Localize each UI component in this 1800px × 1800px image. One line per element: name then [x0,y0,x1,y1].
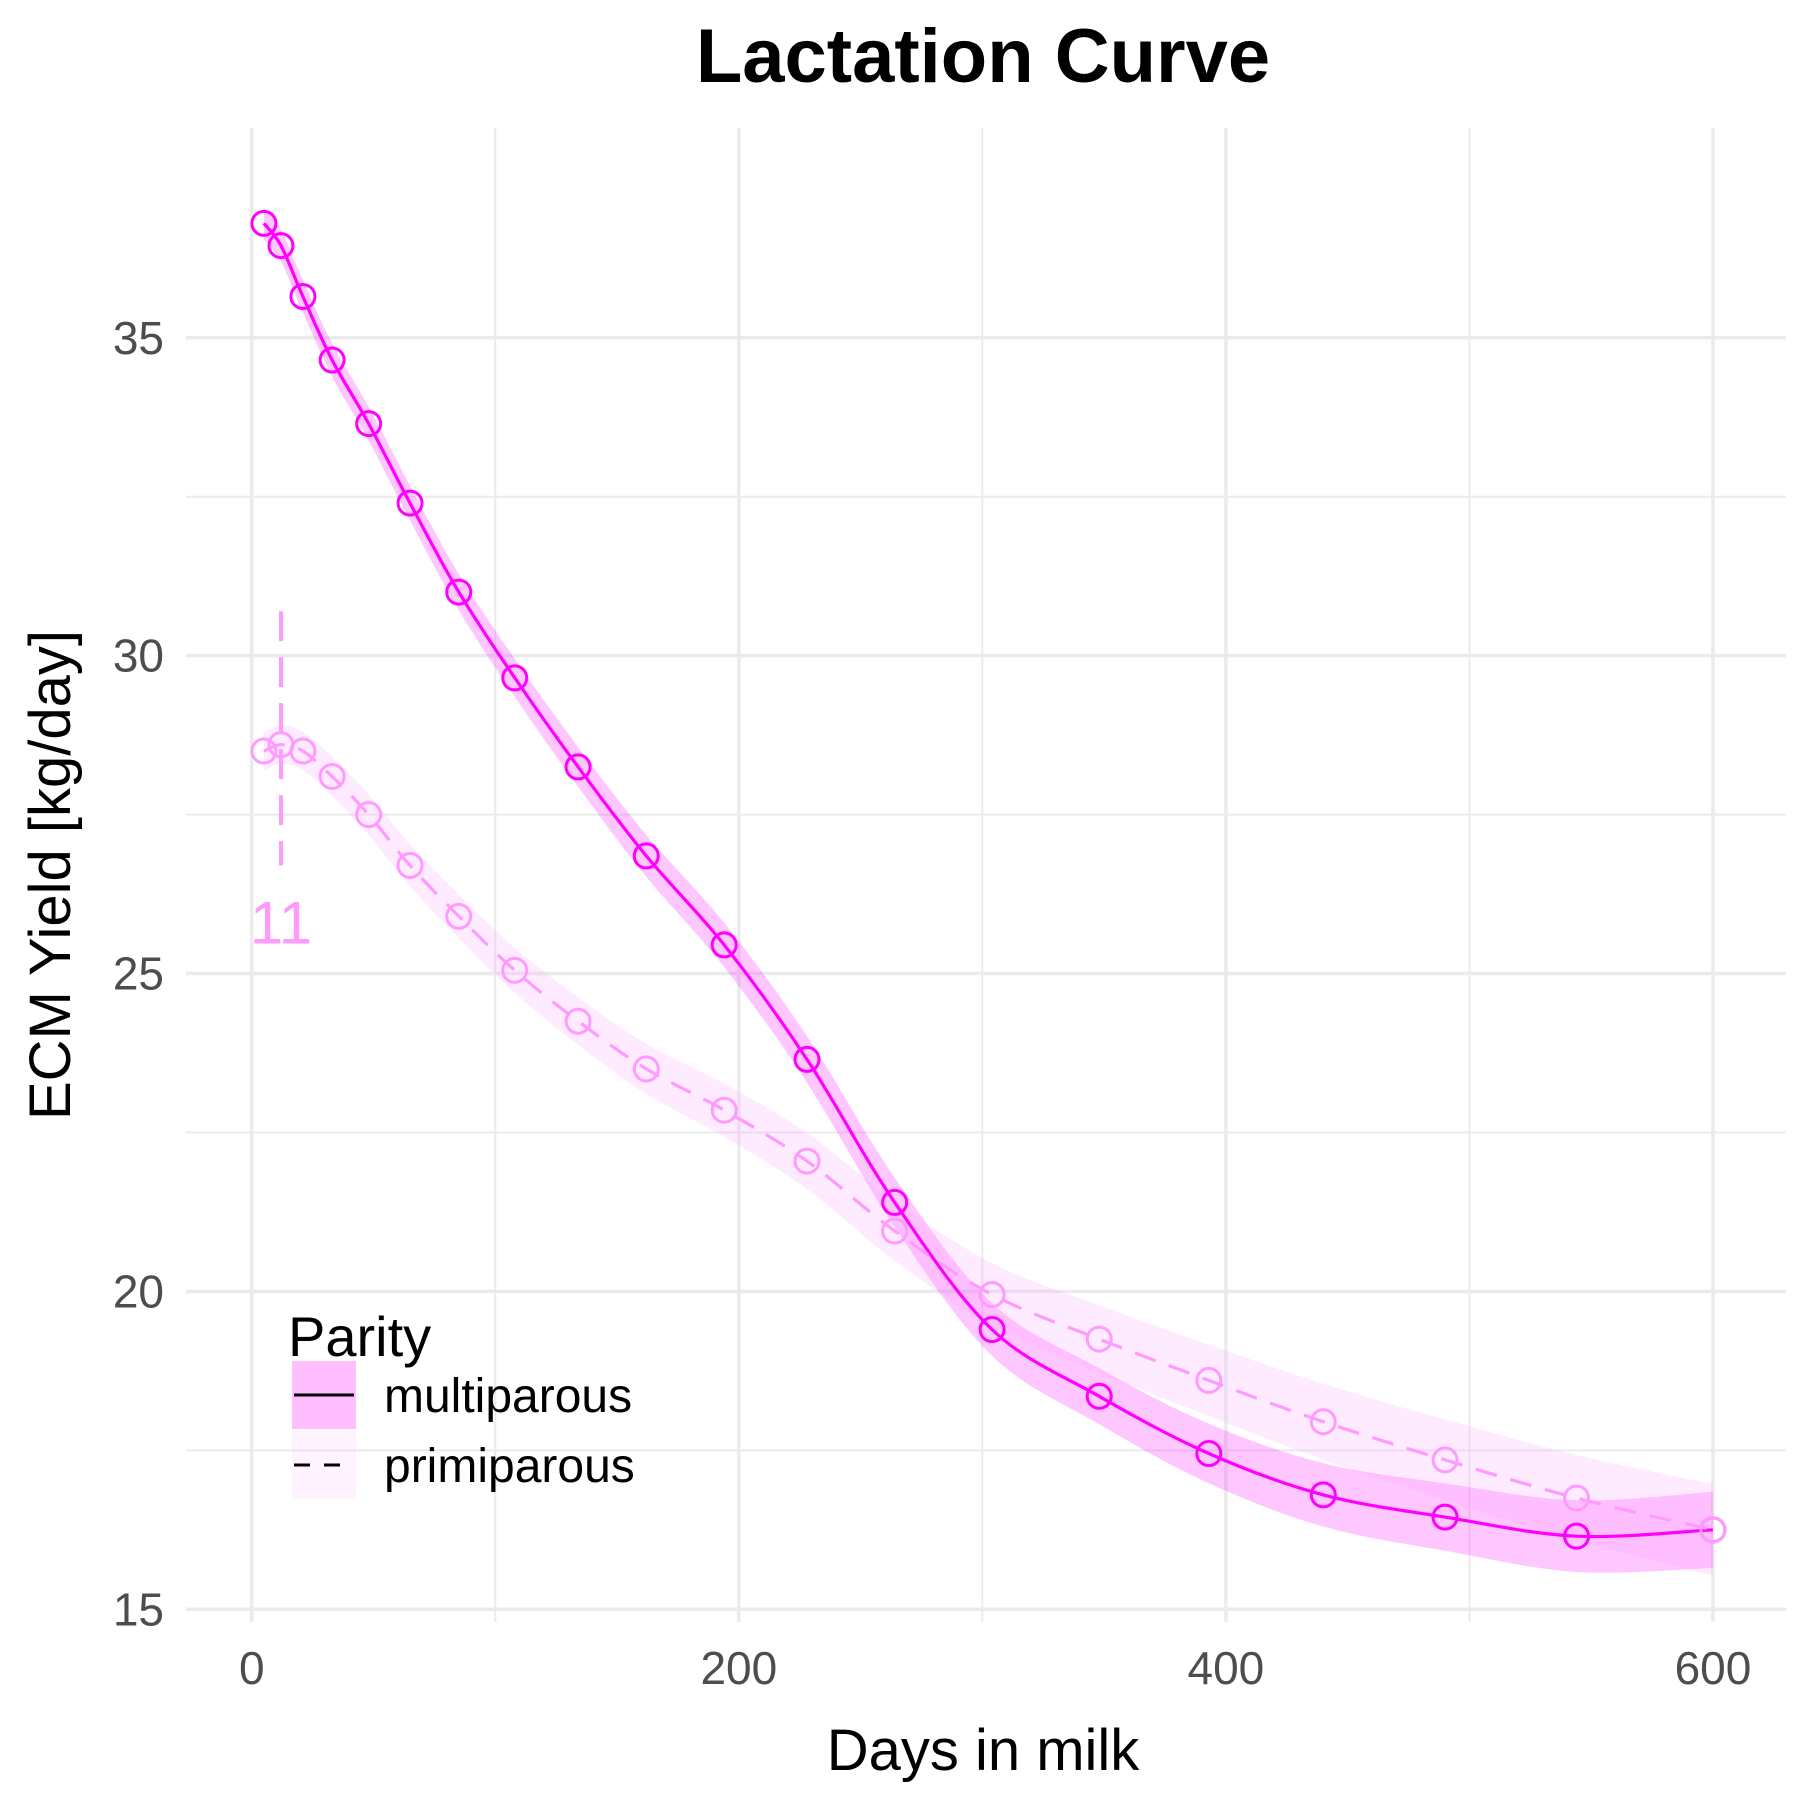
legend-title: Parity [288,1305,431,1368]
primiparous-point [564,1007,592,1035]
multiparous-point [1563,1522,1591,1550]
primiparous-point [1195,1366,1223,1394]
primiparous-point [881,1217,909,1245]
primiparous-point [501,956,529,984]
chart-title: Lactation Curve [696,14,1270,99]
legend: Parity multiparous primiparous [288,1305,635,1499]
y-tick-label: 25 [113,948,164,1000]
multiparous-point [710,931,738,959]
primiparous-legend-label: primiparous [384,1440,635,1493]
primiparous-point [355,801,383,829]
multiparous-point [289,282,317,310]
multiparous-point [1085,1382,1113,1410]
primiparous-point [978,1281,1006,1309]
multiparous-line [262,222,1713,1539]
x-tick-label: 0 [239,1642,265,1694]
multiparous-point [1431,1503,1459,1531]
primiparous-point [289,737,317,765]
series-lines [262,222,1714,1539]
y-tick-label: 35 [113,312,164,364]
multiparous-point [250,209,278,237]
primiparous-point [710,1096,738,1124]
primiparous-point [1563,1484,1591,1512]
primiparous-point [793,1147,821,1175]
primiparous-point [445,902,473,930]
multiparous-point [355,410,383,438]
x-axis-title: Days in milk [827,1718,1141,1783]
peak-annotation: 11 [250,611,312,956]
grid-lines [186,128,1786,1622]
multiparous-point [267,232,295,260]
multiparous-point [793,1045,821,1073]
multiparous-point [881,1188,909,1216]
multiparous-point [445,578,473,606]
multiparous-legend-label: multiparous [384,1370,632,1423]
primiparous-point [1309,1408,1337,1436]
primiparous-point [1431,1446,1459,1474]
y-axis-title: ECM Yield [kg/day] [18,630,83,1120]
peak-label: 11 [250,889,312,956]
x-tick-label: 600 [1675,1642,1752,1694]
y-tick-label: 15 [113,1583,164,1635]
primiparous-line [263,743,1714,1532]
multiparous-point [564,753,592,781]
multiparous-point [318,346,346,374]
multiparous-point [632,842,660,870]
primiparous-point [1085,1325,1113,1353]
primiparous-point [396,851,424,879]
primiparous-point [318,762,346,790]
multiparous-point [501,664,529,692]
multiparous-point [1195,1440,1223,1468]
multiparous-point [396,489,424,517]
multiparous-confidence-band [263,207,1713,1573]
primiparous-point [1699,1516,1727,1544]
x-tick-label: 400 [1188,1642,1265,1694]
multiparous-point [1309,1481,1337,1509]
primiparous-point [632,1055,660,1083]
primiparous-point [250,737,278,765]
y-tick-label: 20 [113,1265,164,1317]
multiparous-point [978,1316,1006,1344]
y-tick-label: 30 [113,630,164,682]
axis-ticks: 0 200 400 600 15 20 25 30 35 [113,312,1751,1694]
x-tick-label: 200 [700,1642,777,1694]
